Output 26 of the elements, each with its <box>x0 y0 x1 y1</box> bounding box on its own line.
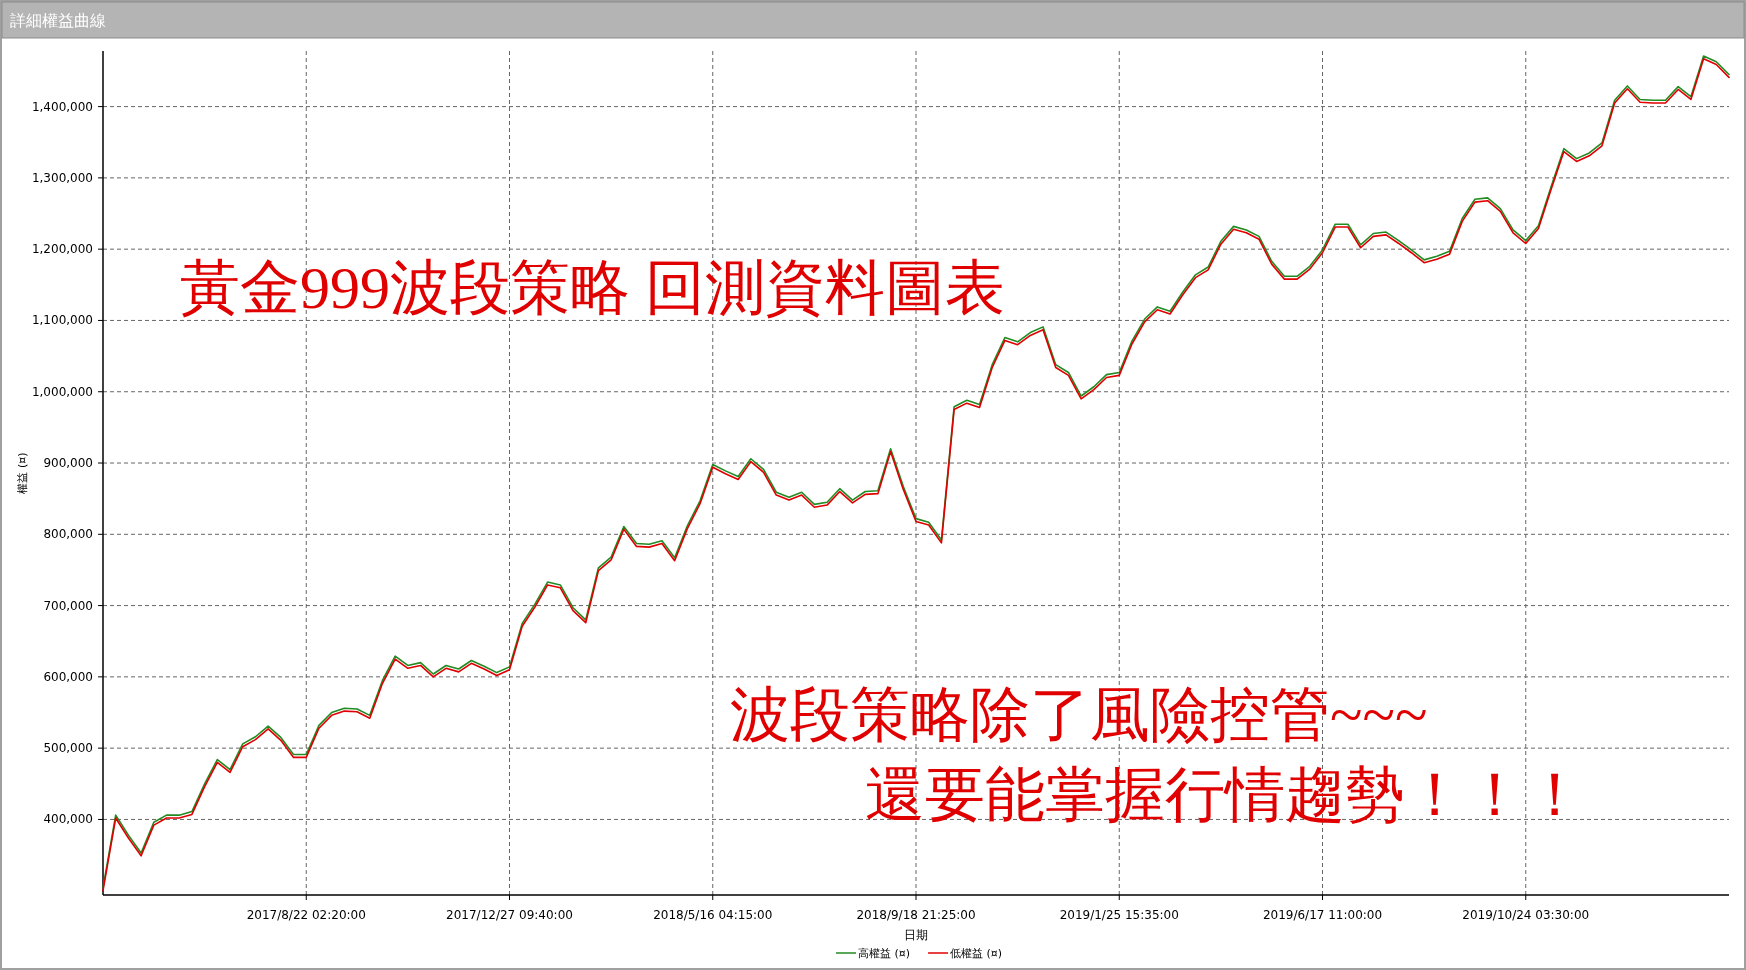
y-tick-label: 400,000 <box>43 812 93 827</box>
x-tick-label: 2018/9/18 21:25:00 <box>856 908 976 922</box>
y-tick-label: 600,000 <box>43 669 93 684</box>
x-tick-label: 2017/12/27 09:40:00 <box>446 908 573 922</box>
annotation: 黃金999波段策略 回測資料圖表 <box>180 255 1005 321</box>
x-tick-label: 2019/1/25 15:35:00 <box>1059 908 1179 922</box>
y-tick-label: 500,000 <box>43 741 93 756</box>
annotation: 波段策略除了風險控管~~~ <box>730 682 1428 748</box>
y-tick-label: 1,200,000 <box>31 242 93 257</box>
y-axis-title: 權益 (¤) <box>16 452 29 494</box>
y-tick-label: 900,000 <box>43 456 93 471</box>
x-tick-label: 2019/10/24 03:30:00 <box>1462 908 1590 922</box>
legend-label: 高權益 (¤) <box>858 947 911 960</box>
title: 詳細權益曲線 <box>10 11 106 30</box>
x-axis-title: 日期 <box>904 928 928 942</box>
y-tick-label: 800,000 <box>43 527 93 542</box>
x-tick-label: 2019/6/17 11:00:00 <box>1262 908 1383 922</box>
legend-label: 低權益 (¤) <box>950 947 1003 960</box>
x-tick-label: 2017/8/22 02:20:00 <box>246 908 366 922</box>
y-tick-label: 1,400,000 <box>31 99 93 114</box>
y-tick-label: 1,000,000 <box>31 384 93 399</box>
y-tick-label: 1,100,000 <box>31 313 93 328</box>
y-tick-label: 1,300,000 <box>31 170 93 185</box>
y-tick-label: 700,000 <box>43 598 93 613</box>
annotation: 還要能掌握行情趨勢！！！ <box>865 762 1585 828</box>
x-tick-label: 2018/5/16 04:15:00 <box>653 908 773 922</box>
